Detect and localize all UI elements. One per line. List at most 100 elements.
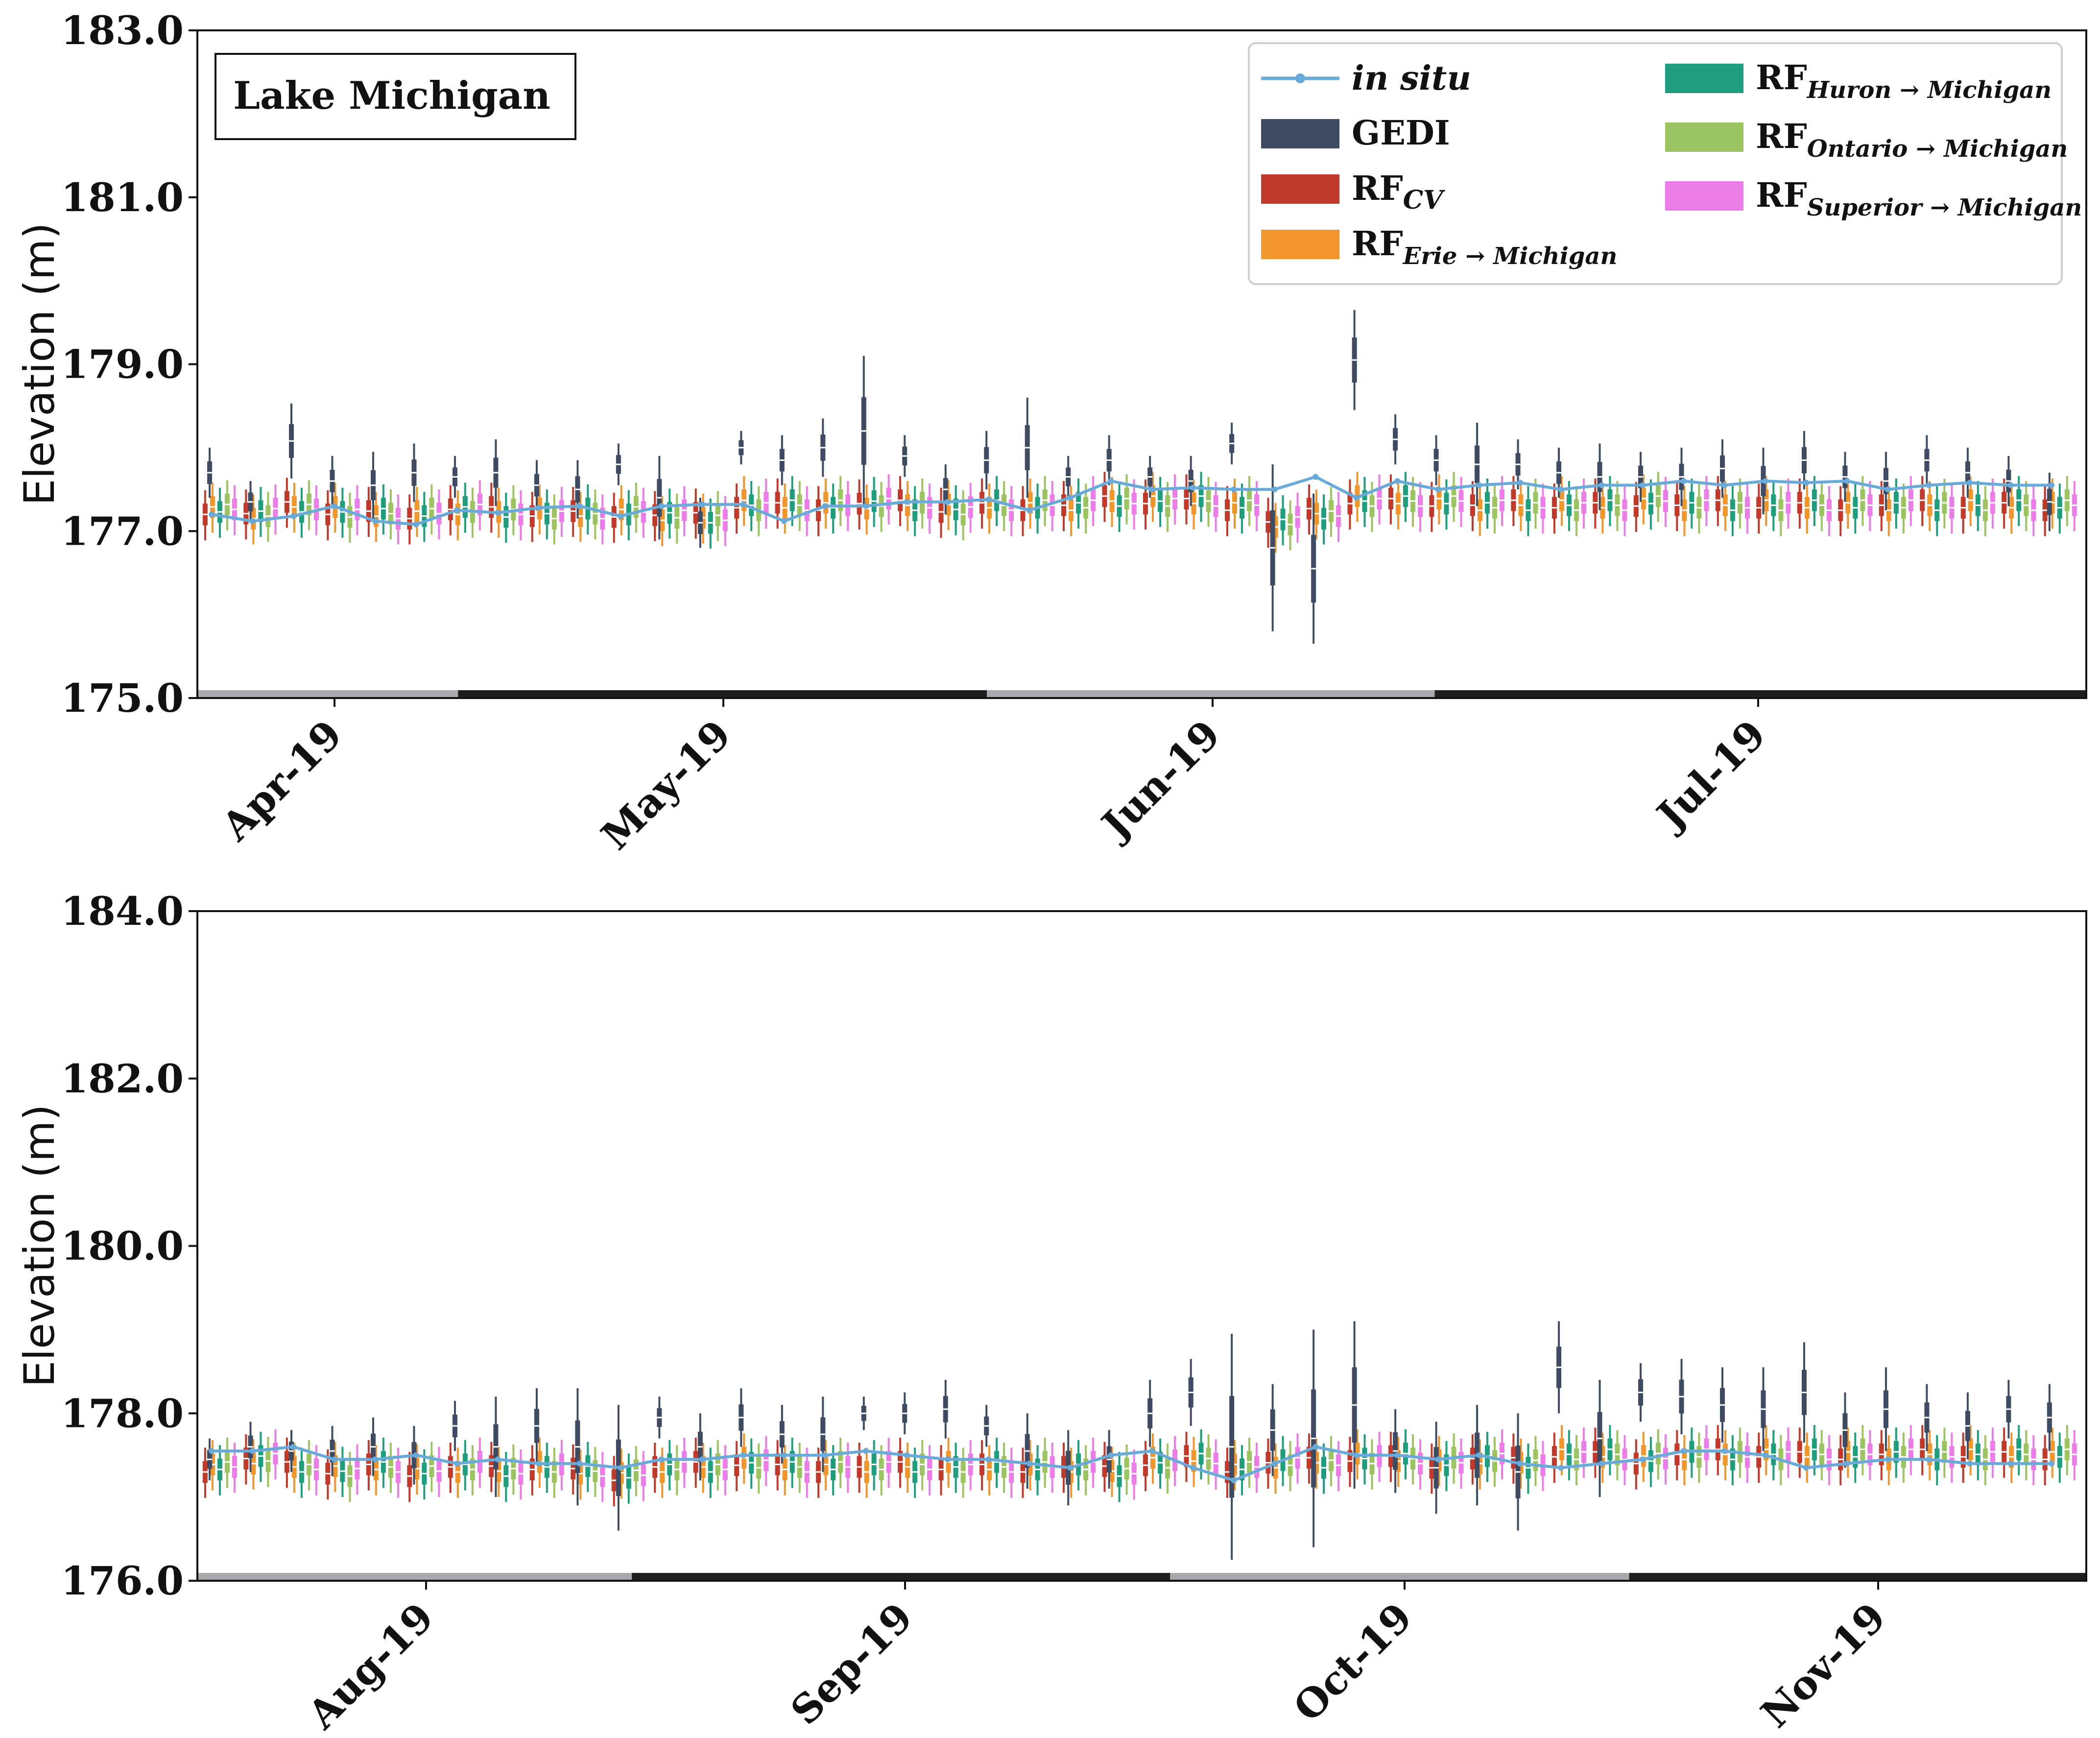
box-rf-ontario xyxy=(1165,1443,1170,1494)
box-gedi xyxy=(1025,1413,1030,1489)
in-situ-point xyxy=(249,518,256,524)
box-rf-ontario xyxy=(674,493,680,544)
box-rf-cv xyxy=(1224,1448,1230,1498)
box-gedi xyxy=(739,1388,744,1447)
box-gedi xyxy=(1393,1409,1398,1493)
plot-data xyxy=(202,1321,2077,1560)
box-rf-ontario xyxy=(388,1443,393,1493)
box-rf-erie xyxy=(1845,478,1851,529)
box-rf-huron xyxy=(258,486,263,537)
box-rf-cv xyxy=(284,1437,289,1488)
in-situ-point xyxy=(781,1452,788,1458)
box-rf-huron xyxy=(217,487,222,538)
box-rf-ontario xyxy=(1615,481,1620,531)
in-situ-point xyxy=(1231,1477,1237,1483)
box-rf-cv xyxy=(1061,481,1067,531)
box-gedi xyxy=(657,1397,662,1439)
box-rf-erie xyxy=(1518,481,1524,531)
box-rf-ontario xyxy=(1042,476,1048,527)
box-rf-ontario xyxy=(674,1445,680,1496)
box-rf-huron xyxy=(1158,1438,1163,1489)
box-rf-ontario xyxy=(306,1440,311,1491)
in-situ-point xyxy=(1721,1448,1728,1454)
box-rf-superior xyxy=(1131,479,1137,530)
in-situ-point xyxy=(1680,1448,1687,1454)
box-rf-ontario xyxy=(960,490,966,540)
box-rf-ontario xyxy=(388,489,393,540)
box-gedi xyxy=(1025,397,1030,498)
box-rf-superior xyxy=(886,1437,891,1488)
box-rf-huron xyxy=(708,1448,713,1498)
box-rf-ontario xyxy=(265,1437,271,1487)
box-rf-ontario xyxy=(551,494,557,545)
box-rf-ontario xyxy=(1901,483,1906,534)
box-rf-ontario xyxy=(2024,481,2029,531)
box-gedi xyxy=(1270,1384,1275,1476)
panel-title: Lake Michigan xyxy=(233,73,550,118)
box-rf-ontario xyxy=(756,1443,762,1494)
in-situ-point xyxy=(536,1460,542,1467)
in-situ-point xyxy=(1435,1456,1441,1463)
box-gedi xyxy=(1597,1379,1602,1497)
box-rf-ontario xyxy=(2024,1430,2029,1480)
box-rf-superior xyxy=(1867,481,1873,531)
box-rf-huron xyxy=(340,1447,345,1497)
month-band-strip xyxy=(197,1573,2086,1581)
month-band xyxy=(458,690,987,698)
box-rf-cv xyxy=(734,1441,740,1492)
box-rf-huron xyxy=(1648,479,1653,530)
box-rf-cv xyxy=(2002,478,2007,529)
in-situ-point xyxy=(1844,1460,1850,1467)
box-rf-huron xyxy=(1893,1427,1899,1478)
box-gedi xyxy=(1475,422,1480,507)
box-rf-cv xyxy=(1347,479,1353,530)
box-rf-huron xyxy=(1526,486,1531,536)
box-gedi xyxy=(1352,310,1357,410)
box-gedi xyxy=(1761,1367,1766,1451)
box-rf-erie xyxy=(700,1443,706,1493)
box-rf-cv xyxy=(1551,1432,1557,1483)
legend-item-in-situ: in situ xyxy=(1261,59,1471,98)
box-rf-erie xyxy=(741,476,747,527)
box-rf-huron xyxy=(831,483,836,534)
box-rf-cv xyxy=(1470,1434,1475,1485)
box-rf-cv xyxy=(1265,1438,1271,1489)
box-gedi xyxy=(739,431,744,464)
box-gedi xyxy=(370,452,376,519)
box-rf-cv xyxy=(2002,1427,2007,1478)
box-rf-superior xyxy=(436,489,442,540)
box-gedi xyxy=(1883,1367,1888,1451)
in-situ-point xyxy=(2007,1460,2014,1467)
box-gedi xyxy=(1066,456,1071,498)
box-rf-superior xyxy=(641,1451,646,1501)
box-rf-cv xyxy=(489,1442,494,1492)
box-rf-huron xyxy=(1771,481,1776,531)
box-rf-ontario xyxy=(1901,1432,1906,1483)
in-situ-point xyxy=(2049,482,2055,488)
box-rf-superior xyxy=(1295,492,1300,543)
box-rf-ontario xyxy=(593,489,598,540)
in-situ-point xyxy=(1067,1465,1074,1471)
box-rf-cv xyxy=(1756,483,1762,534)
in-situ-point xyxy=(985,496,992,503)
box-rf-ontario xyxy=(1369,1439,1375,1490)
box-rf-cv xyxy=(1633,1439,1639,1490)
box-rf-erie xyxy=(1559,476,1564,527)
box-rf-huron xyxy=(1444,1441,1449,1492)
box-rf-superior xyxy=(1990,1427,1995,1478)
box-gedi xyxy=(1433,435,1439,485)
box-rf-huron xyxy=(1607,1425,1613,1475)
box-rf-superior xyxy=(1213,482,1218,532)
box-gedi xyxy=(575,1388,580,1506)
box-gedi xyxy=(207,1438,213,1480)
svg-text:RFCV: RFCV xyxy=(1352,169,1445,215)
box-rf-erie xyxy=(823,1440,829,1491)
in-situ-point xyxy=(1149,486,1155,493)
box-rf-ontario xyxy=(1206,477,1211,527)
box-rf-huron xyxy=(1853,483,1858,534)
box-rf-ontario xyxy=(1860,1425,1865,1475)
y-tick-label: 177.0 xyxy=(61,508,184,554)
box-rf-superior xyxy=(968,1440,973,1491)
box-rf-ontario xyxy=(1247,476,1252,527)
box-rf-cv xyxy=(1756,1432,1762,1483)
